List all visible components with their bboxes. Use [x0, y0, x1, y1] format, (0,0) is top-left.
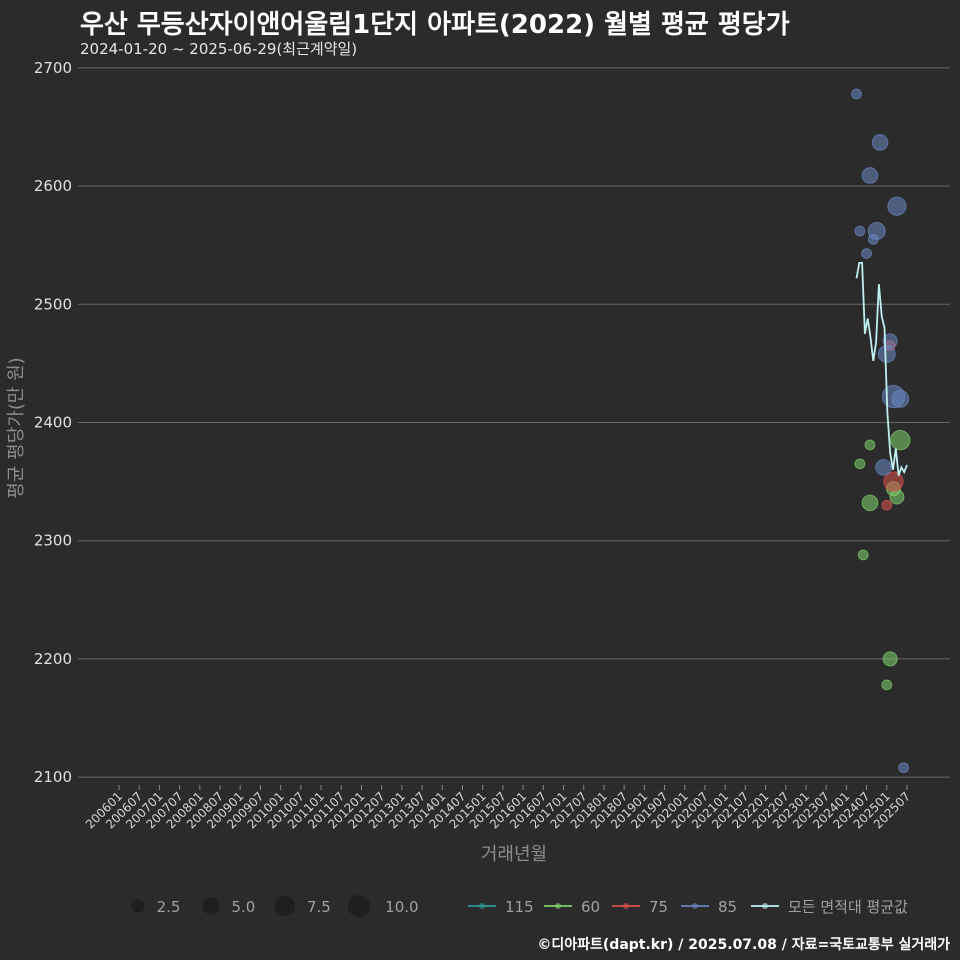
y-tick-label: 2200 [34, 650, 72, 668]
data-point-60 [882, 651, 898, 667]
y-tick-label: 2400 [34, 414, 72, 432]
y-tick-label: 2100 [34, 768, 72, 786]
data-point-85 [882, 333, 898, 349]
data-point-85 [861, 248, 872, 259]
data-point-85 [891, 389, 910, 408]
data-point-75 [883, 471, 904, 492]
data-point-85 [898, 762, 910, 774]
data-point-60 [890, 430, 911, 451]
color-legend-dot [692, 903, 698, 909]
data-point-85 [851, 88, 862, 100]
source-caption: ©디아파트(dapt.kr) / 2025.07.08 / 자료=국토교통부 실… [537, 937, 950, 953]
data-point-85 [861, 167, 879, 184]
chart-title: 우산 무등산자이앤어울림1단지 아파트(2022) 월별 평균 평당가 [80, 10, 790, 40]
size-legend-label: 10.0 [385, 898, 418, 916]
color-legend-dot [623, 903, 629, 909]
size-legend-swatch [347, 894, 371, 918]
y-tick-label: 2300 [34, 532, 72, 550]
data-points [851, 88, 911, 774]
x-axis: 2006012006072007012007072008012008072009… [83, 785, 913, 832]
data-point-85 [875, 459, 892, 476]
y-axis-label: 평균 평당가(만 원) [6, 357, 27, 498]
x-axis-label: 거래년월 [481, 844, 547, 865]
y-tick-label: 2600 [34, 177, 72, 195]
gridlines [78, 67, 950, 778]
average-line-path [855, 262, 908, 476]
chart-subtitle: 2024-01-20 ~ 2025-06-29(최근계약일) [80, 40, 358, 58]
size-legend-label: 7.5 [307, 898, 331, 916]
color-legend-label: 75 [649, 898, 668, 916]
data-point-60 [854, 458, 866, 470]
legend: 2.5 5.0 7.5 10.0 115 60 75 85 모든 면적대 평균값 [131, 894, 908, 918]
data-point-85 [871, 134, 889, 151]
color-legend-label: 60 [581, 898, 600, 916]
size-legend-swatch [131, 899, 145, 913]
data-point-75 [881, 499, 893, 511]
average-line [855, 262, 908, 476]
color-legend-dot [762, 903, 768, 909]
y-axis: 2100 2200 2300 2400 2500 2600 2700 [34, 59, 72, 786]
data-point-60 [881, 679, 893, 691]
y-tick-label: 2700 [34, 59, 72, 77]
data-point-60 [861, 494, 879, 512]
data-point-85 [867, 222, 886, 241]
color-legend-label: 85 [718, 898, 737, 916]
data-point-60 [857, 549, 869, 561]
color-legend-dot [479, 903, 485, 909]
data-point-85 [887, 196, 907, 216]
size-legend-swatch [202, 897, 220, 915]
y-tick-label: 2500 [34, 295, 72, 313]
data-point-60 [864, 439, 876, 451]
color-legend-dot [555, 903, 561, 909]
size-legend-swatch [275, 896, 295, 916]
color-legend-label: 115 [505, 898, 534, 916]
color-legend-label: 모든 면적대 평균값 [788, 898, 908, 916]
size-legend-label: 5.0 [231, 898, 255, 916]
data-point-60 [889, 489, 905, 505]
data-point-85 [854, 225, 866, 237]
size-legend-label: 2.5 [157, 898, 181, 916]
